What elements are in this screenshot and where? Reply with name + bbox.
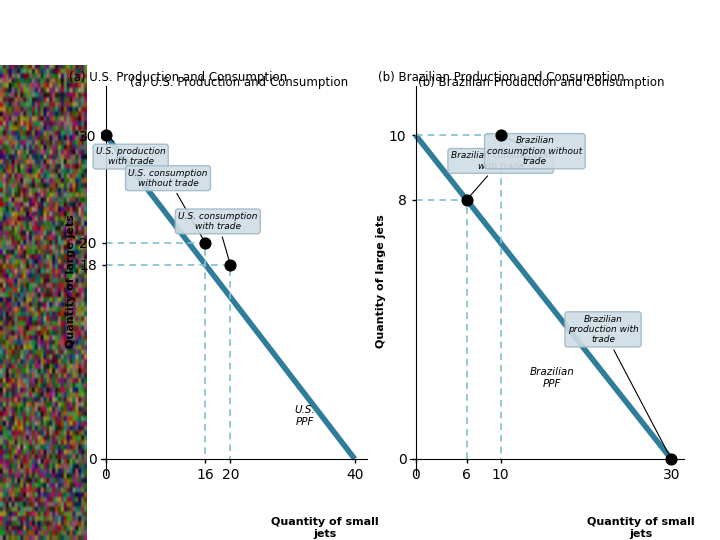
Text: Brazilian
production with
trade: Brazilian production with trade [567, 314, 670, 456]
Text: U.S.
PPF: U.S. PPF [294, 405, 315, 427]
Point [225, 260, 236, 269]
Text: Quantity of small
jets: Quantity of small jets [271, 517, 379, 539]
Text: U.S. consumption
with trade: U.S. consumption with trade [178, 212, 258, 262]
Text: U.S. consumption
without trade: U.S. consumption without trade [128, 168, 208, 241]
Y-axis label: Quantity of large jets: Quantity of large jets [376, 214, 386, 348]
Text: (a) U.S. Production and Consumption: (a) U.S. Production and Consumption [69, 71, 287, 84]
Text: Quantity of small
jets: Quantity of small jets [587, 517, 694, 539]
Point [461, 195, 472, 204]
Text: Brazilian consumption
with trade: Brazilian consumption with trade [451, 151, 551, 198]
Text: (b) Brazilian Production and Consumption: (b) Brazilian Production and Consumption [377, 71, 624, 84]
Point [199, 239, 211, 247]
Text: (a) U.S. Production and Consumption: (a) U.S. Production and Consumption [130, 76, 348, 89]
Text: (b) Brazilian Production and Consumption: (b) Brazilian Production and Consumption [418, 76, 664, 89]
Text: U.S. production
with trade: U.S. production with trade [96, 137, 166, 166]
Text: Brazilian
consumption without
trade: Brazilian consumption without trade [487, 136, 582, 166]
Point [665, 455, 677, 463]
Y-axis label: Quantity of large jets: Quantity of large jets [66, 214, 76, 348]
Text: Brazilian
PPF: Brazilian PPF [529, 367, 575, 389]
Text: Comparative Advantage and Gains from Trade: Comparative Advantage and Gains from Tra… [34, 21, 686, 44]
Point [100, 131, 112, 139]
Point [495, 131, 506, 139]
